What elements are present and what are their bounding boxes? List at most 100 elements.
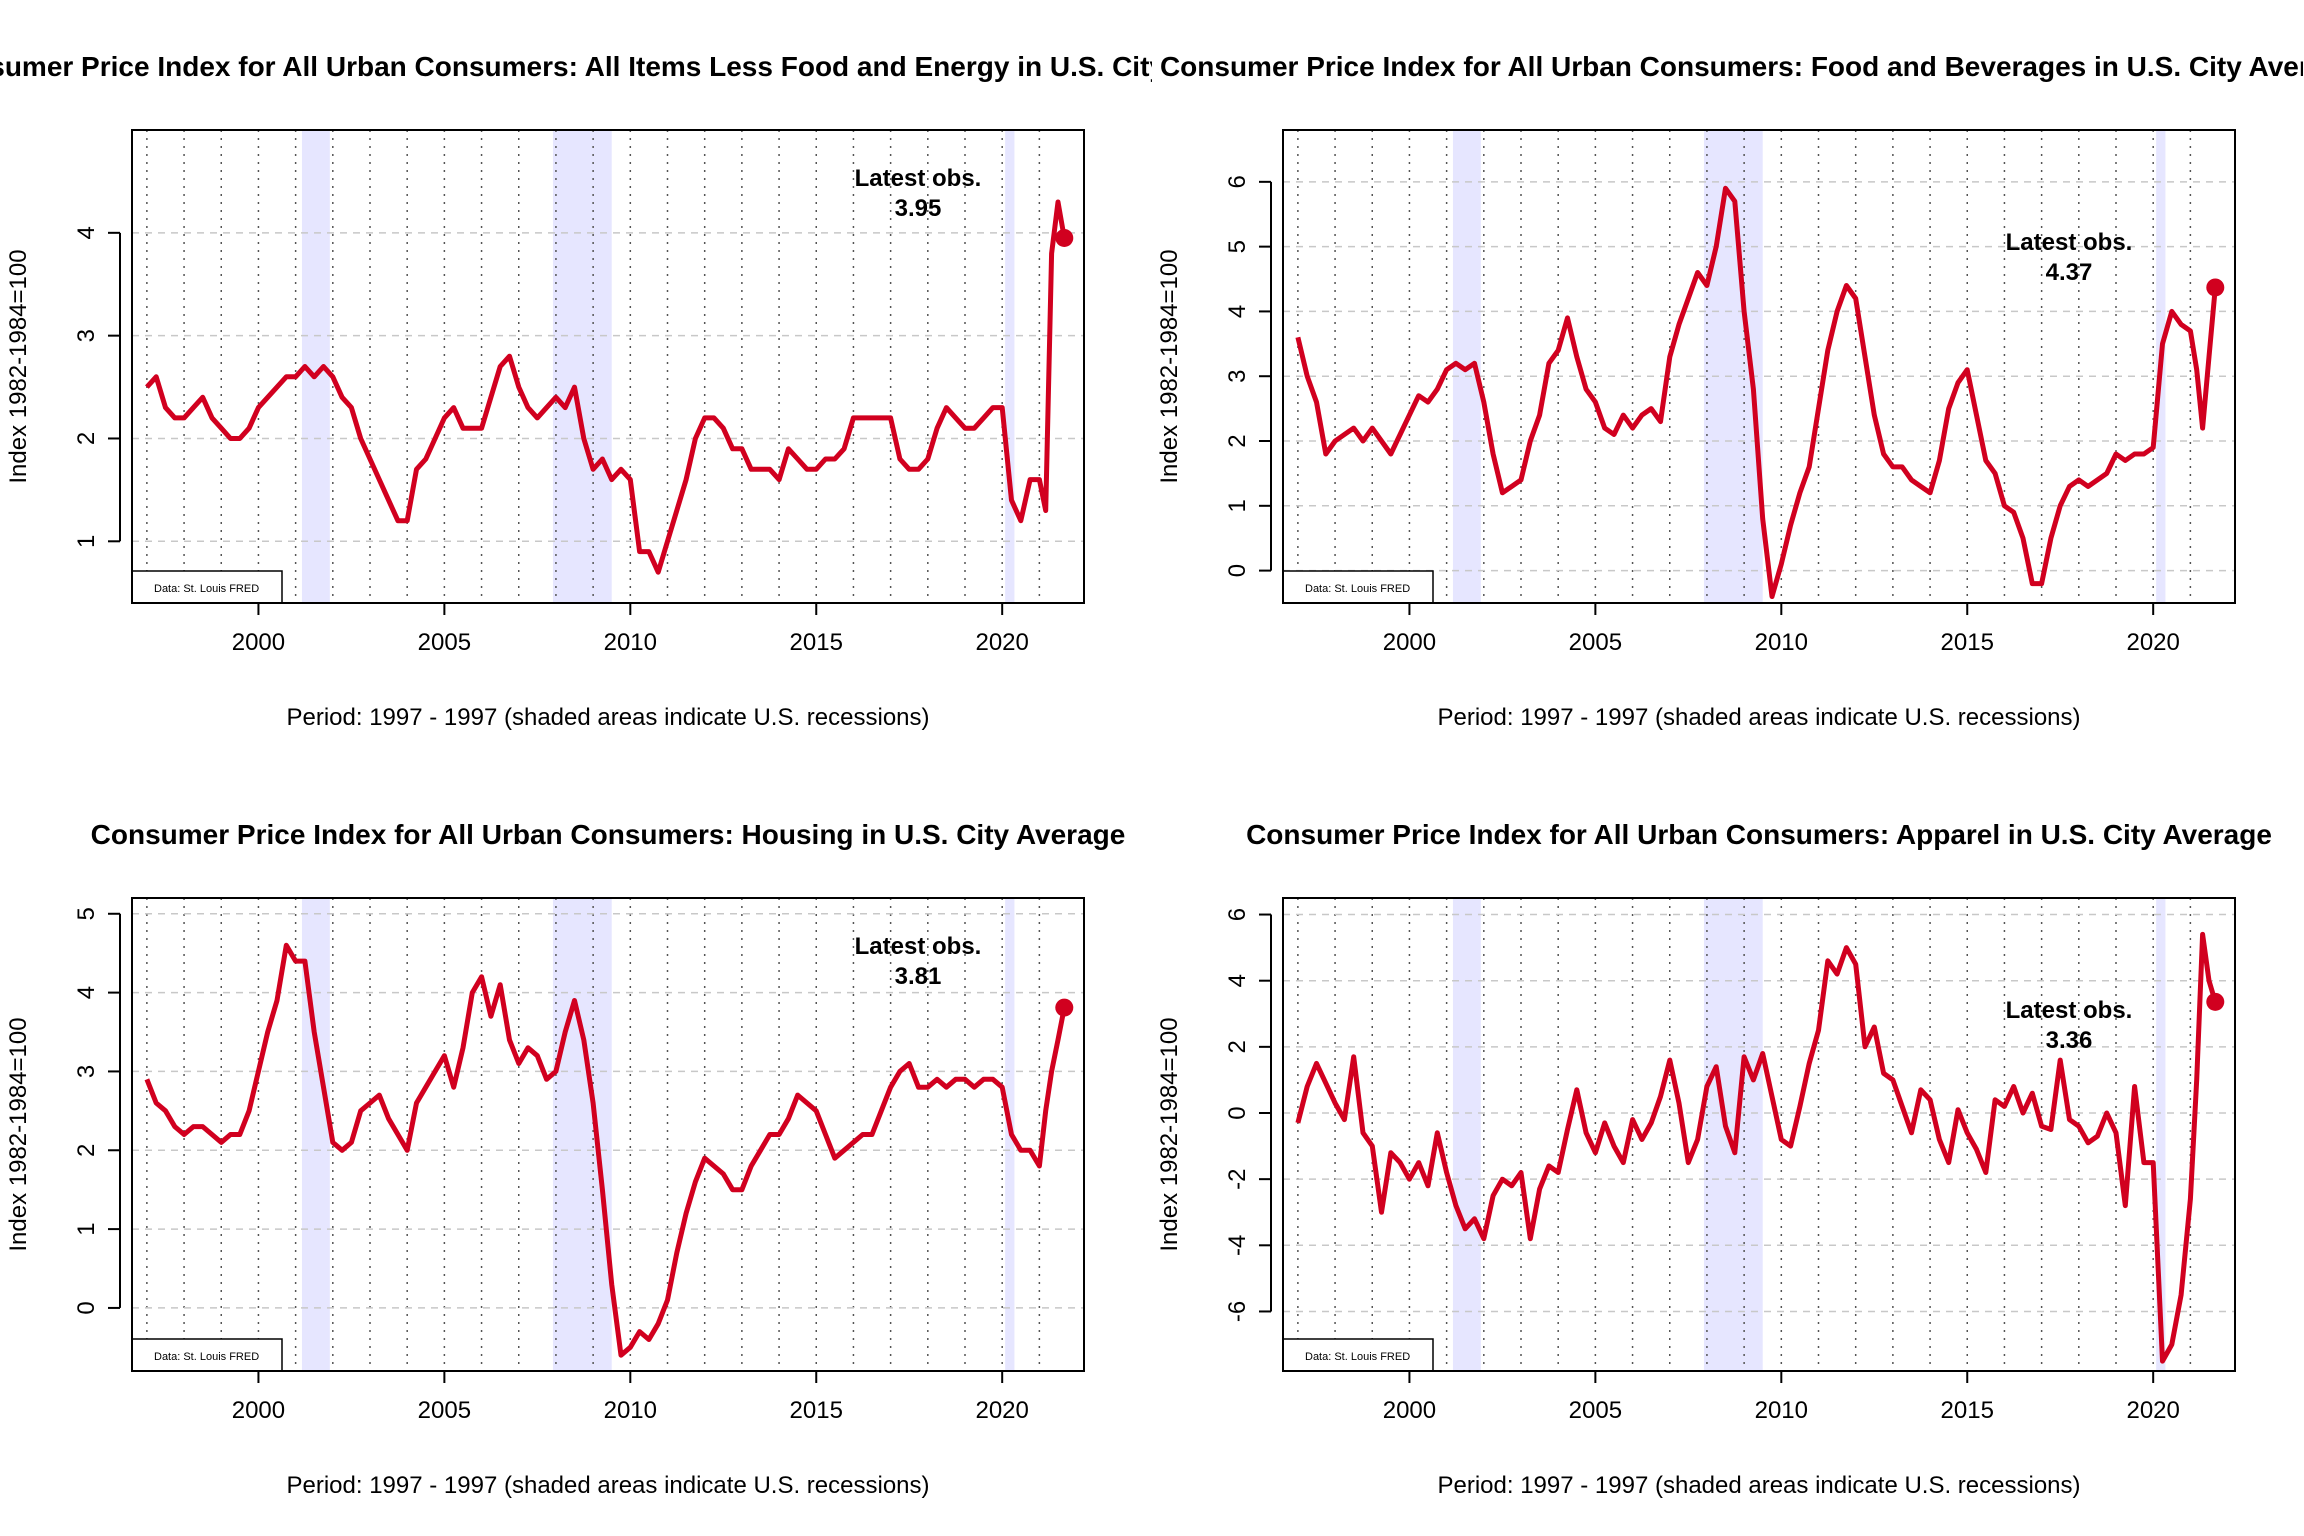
x-tick-label: 2000 <box>1383 1397 1436 1424</box>
x-tick-label: 2010 <box>1755 1397 1808 1424</box>
chart-panel-1: Latest obs. 3.95 Data: St. Louis FRED 2000 2… <box>0 51 1281 731</box>
latest-obs-value: 4.37 <box>2046 259 2093 286</box>
y-tick-label: 5 <box>1224 240 1251 253</box>
source-note-box <box>1282 1338 1434 1372</box>
x-axis-title: Period: 1997 - 1997 (shaded areas indica… <box>1437 704 2080 731</box>
series-line <box>144 942 1067 1358</box>
latest-obs-value: 3.95 <box>895 195 942 222</box>
y-tick-label: 4 <box>1224 974 1251 987</box>
chart-panel-2: Latest obs. 4.37 Data: St. Louis FRED 2000 2… <box>1156 51 2304 731</box>
y-axis-title: Index 1982-1984=100 <box>1156 249 1183 483</box>
x-tick-label: 2010 <box>604 629 657 656</box>
y-tick-label: 4 <box>73 986 100 999</box>
source-note-text: Data: St. Louis FRED <box>1305 583 1410 595</box>
series-line <box>145 199 1067 575</box>
plot-frame <box>1282 129 2236 604</box>
y-tick-label: 4 <box>73 226 100 239</box>
latest-obs-point <box>2206 278 2225 297</box>
recession-band <box>1005 130 1015 603</box>
x-tick-label: 2020 <box>975 629 1028 656</box>
x-axis-title: Period: 1997 - 1997 (shaded areas indica… <box>286 1472 929 1499</box>
y-tick-label: -2 <box>1224 1168 1251 1189</box>
chart-title: Consumer Price Index for All Urban Consu… <box>1246 819 2272 850</box>
y-tick-label: 6 <box>1224 908 1251 921</box>
y-axis-title: Index 1982-1984=100 <box>1156 1017 1183 1251</box>
chart-title: Consumer Price Index for All Urban Consu… <box>91 819 1126 850</box>
x-tick-label: 2010 <box>604 1397 657 1424</box>
y-tick-label: 5 <box>73 907 100 920</box>
x-tick-label: 2010 <box>1755 629 1808 656</box>
y-tick-label: 3 <box>73 329 100 342</box>
y-tick-label: 0 <box>73 1301 100 1314</box>
latest-obs-value: 3.81 <box>895 963 942 990</box>
source-note: Data: St. Louis FRED <box>131 570 283 604</box>
y-tick-label: 2 <box>1224 1040 1251 1053</box>
y-tick-label: 1 <box>1224 499 1251 512</box>
x-tick-label: 2020 <box>2126 1397 2179 1424</box>
y-tick-label: 2 <box>73 1144 100 1157</box>
source-note: Data: St. Louis FRED <box>1282 1338 1434 1372</box>
y-tick-label: 0 <box>1224 564 1251 577</box>
y-tick-label: 1 <box>73 1222 100 1235</box>
x-tick-label: 2005 <box>418 629 471 656</box>
x-axis-title: Period: 1997 - 1997 (shaded areas indica… <box>286 704 929 731</box>
plot-frame <box>1282 897 2236 1372</box>
source-note-text: Data: St. Louis FRED <box>154 1351 259 1363</box>
x-tick-label: 2000 <box>232 629 285 656</box>
source-note-text: Data: St. Louis FRED <box>154 583 259 595</box>
y-tick-label: -4 <box>1224 1235 1251 1256</box>
latest-obs-annotation: Latest obs. 3.95 <box>855 165 982 222</box>
x-tick-label: 2005 <box>1569 629 1622 656</box>
latest-obs-annotation: Latest obs. 4.37 <box>2006 229 2133 286</box>
latest-obs-label: Latest obs. <box>2006 229 2133 256</box>
plot-frame <box>131 129 1085 604</box>
latest-obs-annotation: Latest obs. 3.81 <box>855 933 982 990</box>
latest-obs-point <box>2206 992 2225 1011</box>
plot-frame <box>131 897 1085 1372</box>
x-tick-label: 2005 <box>418 1397 471 1424</box>
latest-obs-point <box>1055 998 1074 1017</box>
x-tick-label: 2000 <box>1383 629 1436 656</box>
recession-band <box>2156 898 2166 1371</box>
y-tick-label: 4 <box>1224 305 1251 318</box>
chart-panel-3: Latest obs. 3.81 Data: St. Louis FRED 2000 2… <box>5 819 1125 1499</box>
y-tick-label: 1 <box>73 535 100 548</box>
recession-band <box>552 898 612 1371</box>
recession-band <box>1452 898 1481 1371</box>
recession-band <box>1703 898 1763 1371</box>
y-tick-label: 2 <box>73 432 100 445</box>
y-tick-label: 0 <box>1224 1106 1251 1119</box>
x-tick-label: 2015 <box>1941 1397 1994 1424</box>
latest-obs-label: Latest obs. <box>855 933 982 960</box>
x-axis-title: Period: 1997 - 1997 (shaded areas indica… <box>1437 1472 2080 1499</box>
source-note-text: Data: St. Louis FRED <box>1305 1351 1410 1363</box>
latest-obs-annotation: Latest obs. 3.36 <box>2006 997 2133 1054</box>
source-note: Data: St. Louis FRED <box>131 1338 283 1372</box>
y-axis-title: Index 1982-1984=100 <box>5 249 32 483</box>
y-tick-label: 3 <box>1224 370 1251 383</box>
chart-panel-4: Latest obs. 3.36 Data: St. Louis FRED 2000 2… <box>1156 819 2272 1499</box>
x-tick-label: 2005 <box>1569 1397 1622 1424</box>
latest-obs-value: 3.36 <box>2046 1027 2093 1054</box>
chart-title: Consumer Price Index for All Urban Consu… <box>0 51 1281 82</box>
x-tick-label: 2020 <box>975 1397 1028 1424</box>
source-note-box <box>1282 570 1434 604</box>
y-tick-label: 3 <box>73 1065 100 1078</box>
x-tick-label: 2000 <box>232 1397 285 1424</box>
series-line <box>1295 931 2218 1364</box>
source-note: Data: St. Louis FRED <box>1282 570 1434 604</box>
x-tick-label: 2015 <box>1941 629 1994 656</box>
y-tick-label: -6 <box>1224 1301 1251 1322</box>
x-tick-label: 2015 <box>790 629 843 656</box>
x-tick-label: 2020 <box>2126 629 2179 656</box>
x-tick-label: 2015 <box>790 1397 843 1424</box>
source-note-box <box>131 1338 283 1372</box>
latest-obs-point <box>1055 228 1074 247</box>
latest-obs-label: Latest obs. <box>855 165 982 192</box>
y-tick-label: 2 <box>1224 434 1251 447</box>
y-axis-title: Index 1982-1984=100 <box>5 1017 32 1251</box>
chart-title: Consumer Price Index for All Urban Consu… <box>1160 51 2304 82</box>
series-line <box>1295 185 2218 599</box>
y-tick-label: 6 <box>1224 175 1251 188</box>
